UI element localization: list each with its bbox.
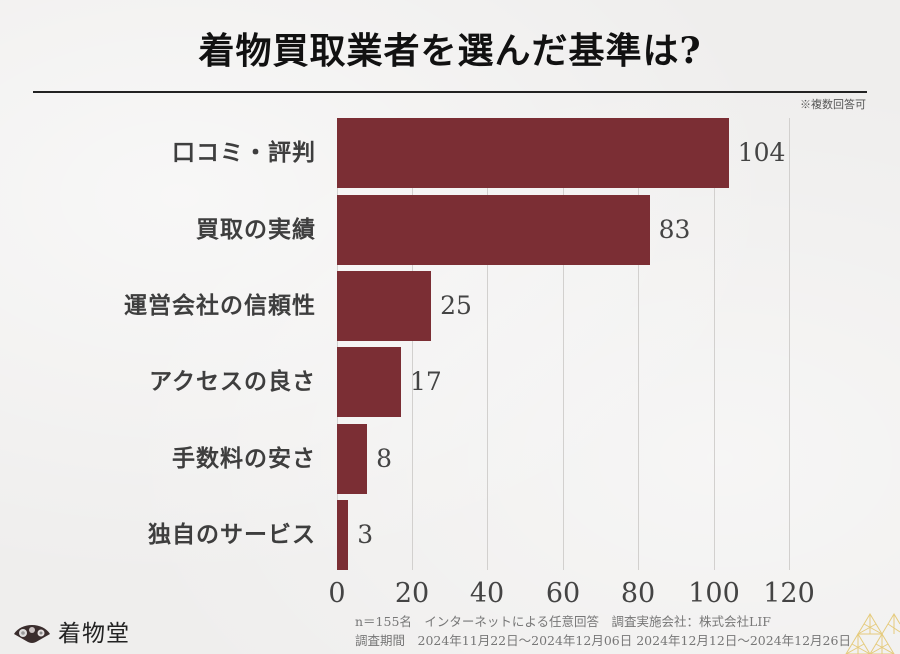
x-tick-label: 40 (469, 578, 505, 609)
multiple-answers-note: ※複数回答可 (800, 98, 866, 111)
gridline-120 (789, 118, 790, 570)
folding-fan-icon (14, 624, 50, 643)
bar (337, 118, 729, 188)
category-label: 口コミ・評判 (172, 139, 316, 166)
chart-title: 着物買取業者を選んだ基準は? (198, 30, 702, 72)
title-divider (33, 91, 867, 93)
bar-row: 独自のサービス 3 (0, 500, 900, 570)
value-label: 3 (357, 520, 374, 549)
category-label: 運営会社の信頼性 (124, 292, 316, 319)
bar (337, 271, 432, 341)
x-tick-label: 80 (620, 578, 656, 609)
value-label: 83 (658, 215, 691, 244)
category-label: 手数料の安さ (172, 445, 316, 472)
bar-row: 買取の実績 83 (0, 195, 900, 265)
category-label: 独自のサービス (148, 521, 316, 548)
x-tick-label: 100 (688, 578, 740, 609)
survey-period: 調査期間 2024年11月22日～2024年12月06日 2024年12月12日… (355, 633, 851, 648)
bar-row: 運営会社の信頼性 25 (0, 271, 900, 341)
category-label: 買取の実績 (196, 216, 316, 243)
value-label: 104 (737, 138, 786, 167)
value-label: 17 (410, 367, 442, 396)
bar (337, 195, 650, 265)
bar (337, 347, 402, 417)
x-tick-label: 20 (394, 578, 430, 609)
bar-row: アクセスの良さ 17 (0, 347, 900, 417)
bar-row: 口コミ・評判 104 (0, 118, 900, 188)
category-label: アクセスの良さ (149, 368, 316, 395)
bar (337, 424, 368, 494)
x-tick-label: 0 (328, 578, 346, 609)
bar-row: 手数料の安さ 8 (0, 424, 900, 494)
gridline-20 (412, 118, 413, 570)
value-label: 25 (440, 291, 472, 320)
gridline-60 (563, 118, 564, 570)
survey-info: n＝155名 インターネットによる任意回答 調査実施会社：株式会社LIF (355, 614, 771, 629)
brand-logo: 着物堂 (12, 614, 130, 648)
asanoha-pattern-icon (845, 613, 900, 654)
gridline-40 (487, 118, 488, 570)
x-tick-label: 60 (545, 578, 581, 609)
gridline-100 (714, 118, 715, 570)
x-tick-label: 120 (763, 578, 815, 609)
gridline-80 (638, 118, 639, 570)
value-label: 8 (376, 444, 393, 473)
gridline-0 (337, 118, 338, 570)
bar (337, 500, 349, 570)
brand-name: 着物堂 (58, 621, 130, 647)
